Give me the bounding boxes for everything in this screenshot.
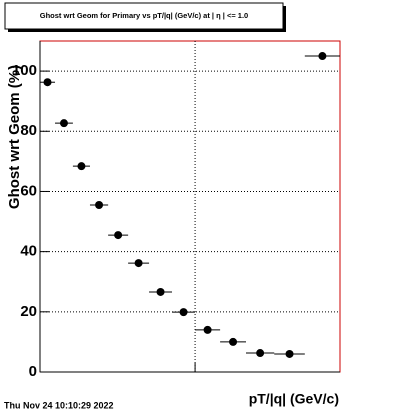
timestamp: Thu Nov 24 10:10:29 2022 <box>4 400 114 410</box>
title-box <box>4 2 284 30</box>
y-tick-label: 20 <box>20 303 37 320</box>
data-point <box>156 287 165 296</box>
y-axis-label: Ghost wrt Geom (%) <box>6 65 23 209</box>
y-tick-label: 0 <box>29 363 37 380</box>
plot-frame <box>39 40 341 373</box>
data-point <box>43 78 52 87</box>
y-tick-label: 60 <box>20 182 37 199</box>
data-point <box>134 259 143 268</box>
y-tick-label: 40 <box>20 243 37 260</box>
chart-title: Ghost wrt Geom for Primary vs pT/|q| (Ge… <box>40 11 248 20</box>
data-point <box>256 349 265 358</box>
data-point <box>59 119 68 128</box>
data-point <box>318 52 327 61</box>
y-tick-label: 80 <box>20 122 37 139</box>
y-tick-label: 100 <box>12 62 37 79</box>
data-point <box>203 325 212 334</box>
data-point <box>179 308 188 317</box>
data-point <box>77 162 86 171</box>
data-point <box>114 231 123 240</box>
data-point <box>285 349 294 358</box>
x-axis-label: pT/|q| (GeV/c) <box>249 391 339 407</box>
data-point <box>95 200 104 209</box>
data-point <box>229 337 238 346</box>
